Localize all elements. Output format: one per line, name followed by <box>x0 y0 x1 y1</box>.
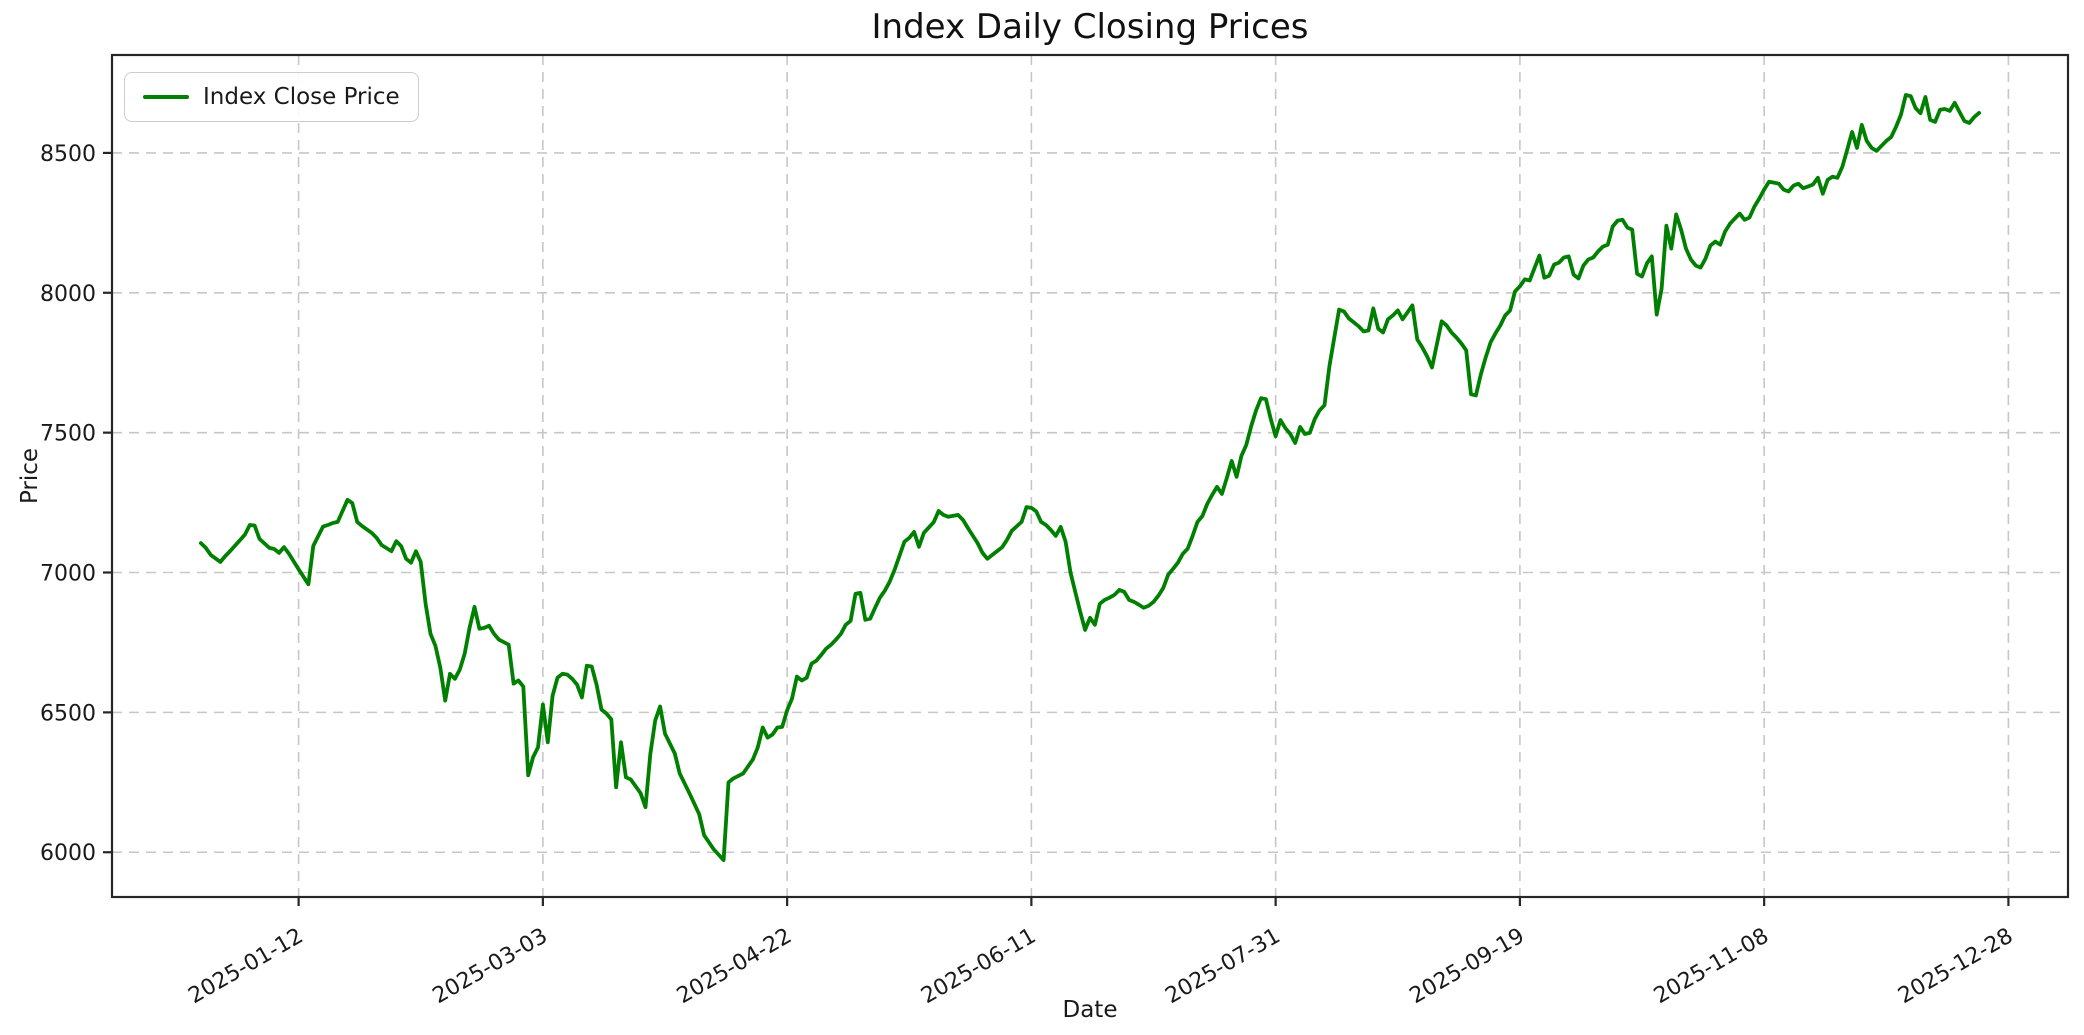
x-axis-title: Date <box>1062 997 1118 1023</box>
chart-title: Index Daily Closing Prices <box>871 7 1309 47</box>
y-tick-label: 8000 <box>40 282 96 307</box>
y-tick-label: 6500 <box>40 701 96 726</box>
legend-label: Index Close Price <box>203 84 400 110</box>
plot-border <box>110 53 2070 899</box>
y-axis-title: Price <box>17 447 43 505</box>
price-line <box>198 93 1981 862</box>
y-tick-label: 7500 <box>40 422 96 447</box>
legend-line-sample-icon <box>143 95 189 99</box>
y-tick-label: 8500 <box>40 142 96 167</box>
y-tick-label: 7000 <box>40 562 96 587</box>
y-tick-label: 6000 <box>40 841 96 866</box>
legend-box: Index Close Price <box>124 72 419 122</box>
